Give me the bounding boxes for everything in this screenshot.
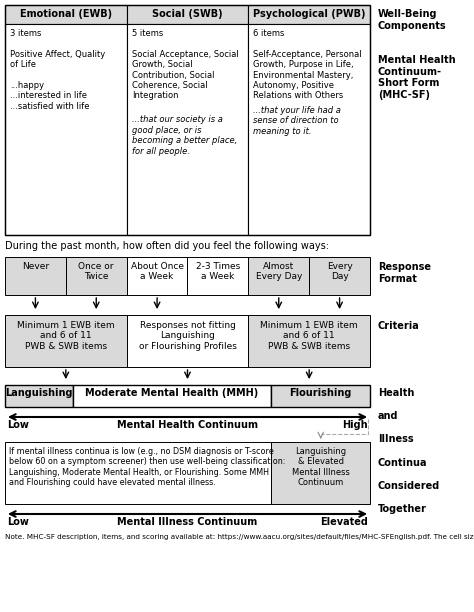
Text: Social (SWB): Social (SWB)	[152, 9, 223, 19]
Text: Flourishing: Flourishing	[290, 388, 352, 398]
Text: Once or
Twice: Once or Twice	[79, 262, 114, 282]
Bar	[248, 257, 309, 295]
Text: Elevated: Elevated	[320, 517, 368, 527]
Bar	[5, 24, 127, 235]
Text: Mental Illness Continuum: Mental Illness Continuum	[118, 517, 258, 527]
Text: Criteria: Criteria	[378, 321, 420, 331]
Text: Low: Low	[7, 420, 29, 430]
Bar	[272, 385, 370, 407]
Text: 3 items

Positive Affect, Quality
of Life

...happy
...interested in life
...sat: 3 items Positive Affect, Quality of Life…	[10, 29, 105, 111]
Text: 6 items

Self-Acceptance, Personal
Growth, Purpose in Life,
Environmental Master: 6 items Self-Acceptance, Personal Growth…	[253, 29, 362, 100]
Text: Minimum 1 EWB item
and 6 of 11
PWB & SWB items: Minimum 1 EWB item and 6 of 11 PWB & SWB…	[260, 321, 358, 351]
Bar	[127, 24, 248, 235]
Text: Emotional (EWB): Emotional (EWB)	[20, 9, 112, 19]
Bar	[127, 5, 248, 24]
Text: Response
Format: Response Format	[378, 262, 431, 283]
Bar	[248, 5, 370, 24]
Text: Every
Day: Every Day	[327, 262, 353, 282]
Text: Never: Never	[22, 262, 49, 271]
Bar	[127, 315, 248, 367]
Text: 5 items

Social Acceptance, Social
Growth, Social
Contribution, Social
Coherence: 5 items Social Acceptance, Social Growth…	[132, 29, 238, 100]
Bar	[73, 385, 272, 407]
Bar	[309, 257, 370, 295]
Text: Languishing: Languishing	[5, 388, 73, 398]
Text: Responses not fitting
Languishing
or Flourishing Profiles: Responses not fitting Languishing or Flo…	[138, 321, 237, 351]
Text: ...that our society is a
good place, or is
becoming a better place,
for all peop: ...that our society is a good place, or …	[132, 105, 237, 155]
Text: ...that your life had a
sense of direction to
meaning to it.: ...that your life had a sense of directi…	[253, 95, 341, 136]
Text: Low: Low	[7, 517, 29, 527]
Bar	[248, 315, 370, 367]
Bar	[127, 257, 188, 295]
Text: Moderate Mental Health (MMH): Moderate Mental Health (MMH)	[85, 388, 259, 398]
Text: If mental illness continua is low (e.g., no DSM diagnosis or T-score
below 60 on: If mental illness continua is low (e.g.,…	[9, 447, 285, 487]
Text: Almost
Every Day: Almost Every Day	[255, 262, 302, 282]
Text: Note. MHC-SF description, items, and scoring available at: https://www.aacu.org/: Note. MHC-SF description, items, and sco…	[5, 534, 474, 540]
Bar	[5, 5, 370, 235]
Text: Languishing
& Elevated
Mental Illness
Continuum: Languishing & Elevated Mental Illness Co…	[292, 447, 350, 487]
Text: Psychological (PWB): Psychological (PWB)	[253, 9, 365, 19]
Bar	[248, 24, 370, 235]
Bar	[66, 257, 127, 295]
Bar	[272, 442, 370, 504]
Bar	[5, 5, 127, 24]
Bar	[5, 315, 127, 367]
Bar	[188, 257, 248, 295]
Bar	[5, 257, 66, 295]
Text: Minimum 1 EWB item
and 6 of 11
PWB & SWB items: Minimum 1 EWB item and 6 of 11 PWB & SWB…	[17, 321, 115, 351]
Bar	[5, 442, 272, 504]
Text: Mental Health Continuum: Mental Health Continuum	[117, 420, 258, 430]
Bar	[5, 385, 73, 407]
Text: About Once
a Week: About Once a Week	[130, 262, 183, 282]
Text: 2-3 Times
a Week: 2-3 Times a Week	[196, 262, 240, 282]
Text: Well-Being
Components: Well-Being Components	[378, 9, 447, 31]
Text: During the past month, how often did you feel the following ways:: During the past month, how often did you…	[5, 241, 329, 251]
Text: High: High	[342, 420, 368, 430]
Text: Mental Health
Continuum-
Short Form
(MHC-SF): Mental Health Continuum- Short Form (MHC…	[378, 55, 456, 100]
Text: Health

and

Illness

Continua

Considered

Together: Health and Illness Continua Considered T…	[378, 388, 440, 514]
